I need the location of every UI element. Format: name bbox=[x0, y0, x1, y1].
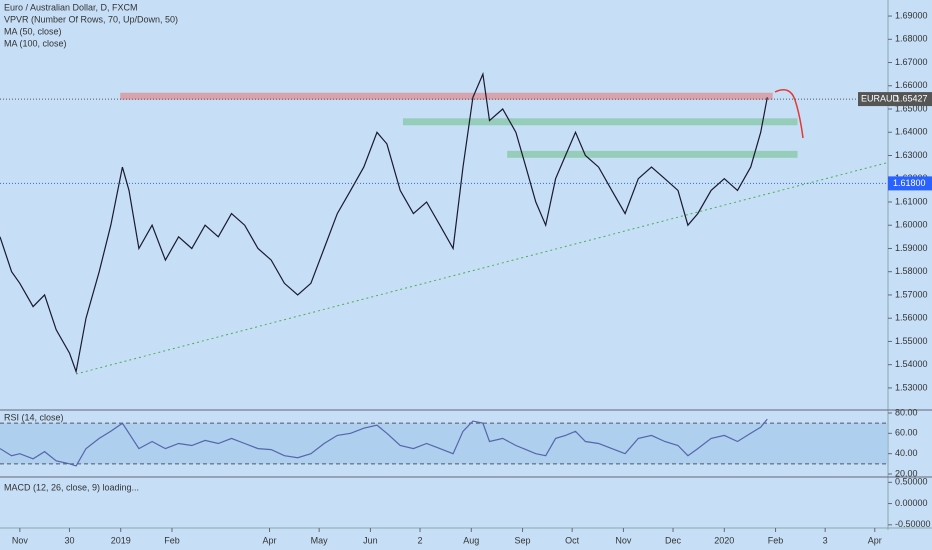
indicator-label: MA (100, close) bbox=[4, 38, 67, 48]
y-tick-label: 40.00 bbox=[895, 448, 918, 458]
y-tick-label: 60.00 bbox=[895, 428, 918, 438]
x-tick-label: Nov bbox=[615, 535, 632, 545]
series-line bbox=[0, 418, 768, 467]
x-tick-label: Apr bbox=[263, 535, 277, 545]
y-tick-label: 1.59000 bbox=[895, 243, 928, 253]
x-tick-label: Aug bbox=[463, 535, 479, 545]
y-tick-label: 1.54000 bbox=[895, 359, 928, 369]
rsi-title: RSI (14, close) bbox=[4, 412, 64, 422]
indicator-label: MA (50, close) bbox=[4, 26, 62, 36]
y-tick-label: 1.58000 bbox=[895, 266, 928, 276]
y-tick-label: 1.60000 bbox=[895, 220, 928, 230]
x-tick-label: Sep bbox=[515, 535, 531, 545]
x-tick-label: Oct bbox=[565, 535, 580, 545]
y-tick-label: 1.68000 bbox=[895, 34, 928, 44]
x-tick-label: Apr bbox=[868, 535, 882, 545]
indicator-label: VPVR (Number Of Rows, 70, Up/Down, 50) bbox=[4, 14, 178, 24]
macd-title: MACD (12, 26, close, 9) loading... bbox=[4, 482, 139, 492]
y-tick-label: 1.56000 bbox=[895, 313, 928, 323]
y-tick-label: 1.67000 bbox=[895, 57, 928, 67]
series-line bbox=[0, 71, 768, 374]
y-tick-label: 1.53000 bbox=[895, 382, 928, 392]
forecast-arrow bbox=[774, 89, 804, 139]
x-tick-label: Jun bbox=[363, 535, 378, 545]
chart-title: Euro / Australian Dollar, D, FXCM bbox=[4, 2, 138, 12]
x-tick-label: 2019 bbox=[111, 535, 131, 545]
y-tick-label: 1.66000 bbox=[895, 80, 928, 90]
legend: Euro / Australian Dollar, D, FXCM VPVR (… bbox=[4, 2, 178, 48]
y-tick-label: 0.00000 bbox=[895, 498, 928, 508]
last-price-name: EURAUD bbox=[861, 93, 900, 103]
x-tick-label: 3 bbox=[823, 535, 828, 545]
last-price-tag bbox=[858, 92, 932, 107]
level-zone bbox=[402, 118, 798, 126]
marked-level-tag bbox=[888, 176, 932, 191]
x-tick-label: Feb bbox=[164, 535, 180, 545]
y-tick-label: 1.57000 bbox=[895, 289, 928, 299]
y-tick-label: 1.64000 bbox=[895, 127, 928, 137]
marked-level-label: 1.61800 bbox=[893, 178, 926, 188]
x-tick-label: 2 bbox=[418, 535, 423, 545]
level-zone bbox=[507, 150, 798, 158]
x-tick-label: Feb bbox=[768, 535, 784, 545]
x-tick-label: Dec bbox=[665, 535, 682, 545]
y-tick-label: -0.50000 bbox=[895, 519, 931, 529]
rsi-band bbox=[0, 423, 888, 464]
y-tick-label: 1.63000 bbox=[895, 150, 928, 160]
y-tick-label: 80.00 bbox=[895, 407, 918, 417]
y-tick-label: 1.61000 bbox=[895, 196, 928, 206]
level-zone bbox=[120, 92, 773, 100]
x-tick-label: Nov bbox=[12, 535, 29, 545]
x-tick-label: 30 bbox=[64, 535, 74, 545]
y-tick-label: 1.69000 bbox=[895, 10, 928, 20]
x-tick-label: May bbox=[311, 535, 329, 545]
y-tick-label: 0.50000 bbox=[895, 477, 928, 487]
last-price-label: 1.65427 bbox=[895, 93, 928, 103]
y-tick-label: 1.65000 bbox=[895, 103, 928, 113]
y-tick-label: 20.00 bbox=[895, 468, 918, 478]
y-tick-label: 1.55000 bbox=[895, 336, 928, 346]
x-tick-label: 2020 bbox=[714, 535, 734, 545]
